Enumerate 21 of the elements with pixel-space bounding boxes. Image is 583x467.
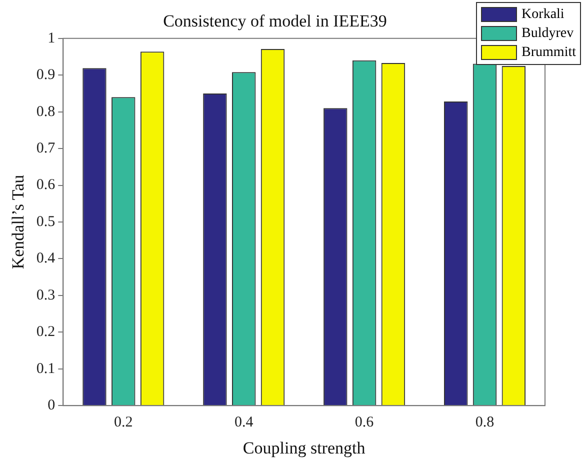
- y-tick-label: 0.4: [36, 250, 56, 267]
- y-tick-label: 0.8: [36, 104, 56, 120]
- x-tick-label: 0.4: [234, 414, 254, 431]
- legend-label: Buldyrev: [522, 26, 574, 42]
- y-tick-label: 0.7: [36, 140, 56, 156]
- legend-label: Korkali: [522, 6, 564, 22]
- y-tick-label: 0.2: [36, 324, 56, 340]
- y-tick-label: 1: [48, 30, 56, 46]
- legend-label: Brummitt: [522, 44, 576, 60]
- x-tick-label: 0.6: [354, 414, 374, 431]
- x-tick-label: 0.2: [114, 414, 133, 431]
- y-tick-label: 0.1: [36, 360, 56, 377]
- x-axis-title: Coupling strength: [242, 438, 366, 458]
- chart-title: Consistency of model in IEEE39: [163, 12, 387, 31]
- y-tick-label: 0.3: [36, 287, 56, 304]
- y-tick-label: 0.5: [36, 214, 56, 230]
- x-tick-label: 0.8: [475, 414, 494, 431]
- y-axis-title: Kendall’s Tau: [8, 174, 28, 270]
- y-tick-label: 0.9: [36, 67, 56, 84]
- y-tick-label: 0: [48, 398, 56, 414]
- y-tick-label: 0.6: [36, 177, 56, 194]
